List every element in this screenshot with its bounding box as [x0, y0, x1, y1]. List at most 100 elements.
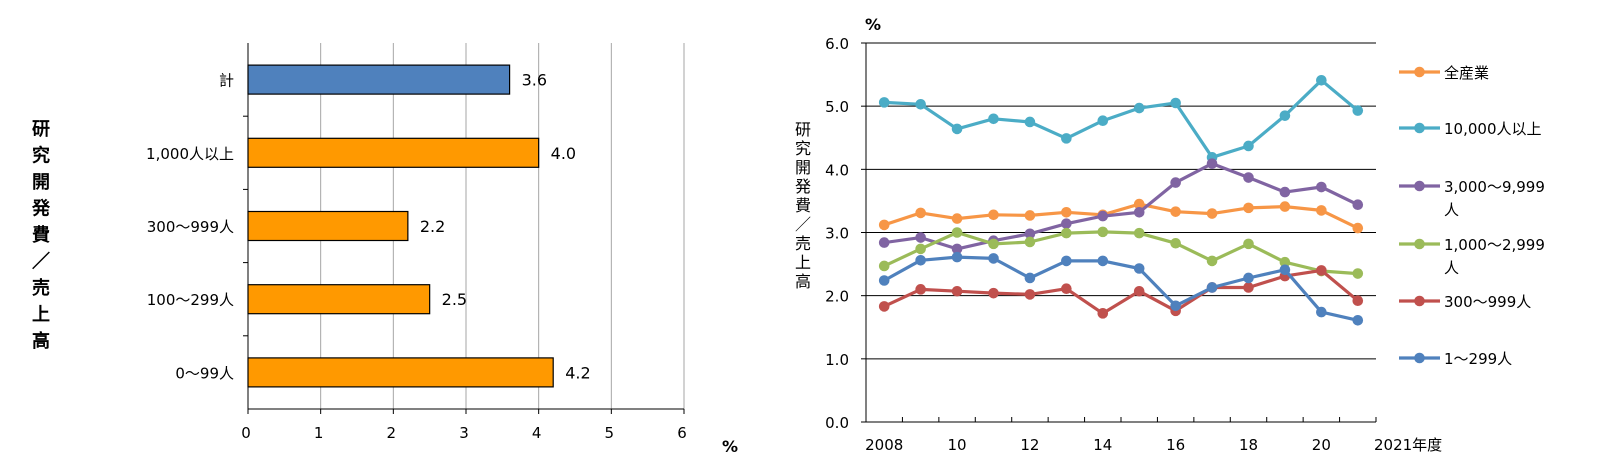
data-point — [1170, 237, 1181, 249]
data-point — [1024, 289, 1036, 300]
data-point — [1133, 206, 1145, 218]
series-line — [883, 230, 1358, 276]
data-point — [915, 207, 926, 219]
data-point — [915, 98, 926, 110]
data-point — [1024, 210, 1036, 221]
data-point — [951, 251, 963, 263]
line-series — [878, 251, 1364, 326]
data-point — [1097, 210, 1109, 222]
data-point — [1061, 206, 1072, 218]
legend-label: 全産業 — [1444, 64, 1489, 82]
series-line — [883, 202, 1359, 230]
line-x-tick-label: 18 — [1239, 436, 1258, 454]
bar-x-unit: % — [722, 437, 738, 456]
legend-item: 10,000人以上 — [1399, 120, 1542, 138]
line-y-tick-label: 0.0 — [825, 414, 849, 432]
data-point — [1316, 205, 1327, 216]
data-point — [1352, 295, 1364, 307]
line-x-tick-label: 14 — [1093, 436, 1112, 454]
data-point — [878, 219, 890, 231]
data-point — [915, 284, 926, 295]
data-point — [1133, 198, 1145, 210]
data-point — [1206, 255, 1218, 267]
line-axes — [861, 42, 1377, 423]
data-point — [1352, 199, 1364, 211]
data-point — [915, 232, 926, 243]
bar — [247, 284, 431, 315]
bar-series — [247, 64, 554, 388]
data-point — [1024, 236, 1036, 248]
bar-x-tick-label: 5 — [605, 424, 615, 442]
bar-y-axis-label: 研究開発費／売上高 — [31, 119, 51, 352]
data-point — [878, 260, 890, 272]
data-point — [1316, 181, 1327, 193]
line-y-tick-label: 6.0 — [825, 35, 849, 53]
bar-category-label: 0～99人 — [175, 364, 234, 382]
line-y-tick-label: 5.0 — [825, 98, 849, 116]
data-point — [1206, 282, 1218, 293]
data-point — [1061, 218, 1072, 229]
bar — [247, 64, 511, 95]
data-point — [1352, 105, 1364, 116]
line-series — [878, 198, 1364, 234]
data-point — [1279, 110, 1291, 121]
data-point — [988, 209, 999, 221]
data-point — [1316, 265, 1327, 276]
line-x-tick-labels: 2008 10 12 14 16 18 20 2021年度 — [865, 436, 1442, 454]
line-x-tick-label: 2008 — [865, 436, 903, 454]
bar-x-tick-label: 0 — [241, 424, 251, 442]
bar — [247, 357, 554, 388]
data-point — [1024, 272, 1036, 284]
bar-category-label: 計 — [219, 72, 234, 90]
line-x-tick-label: 16 — [1166, 436, 1185, 454]
line-legend: 全産業 10,000人以上 3,000～9,999 人 1,000～2,999 人 300～… — [1399, 64, 1545, 368]
data-point — [915, 243, 926, 255]
data-point — [1243, 172, 1254, 183]
data-point — [1097, 308, 1109, 319]
data-point — [1352, 315, 1364, 326]
data-point — [1243, 272, 1254, 284]
data-point — [878, 237, 890, 248]
data-point — [1170, 177, 1181, 188]
line-x-tick-label: 2021年度 — [1374, 436, 1442, 454]
data-point — [1316, 306, 1327, 318]
bar-gridlines — [320, 43, 685, 409]
bar-x-tick-labels: 0 1 2 3 4 5 6 — [241, 424, 687, 442]
legend-label: 1～299人 — [1444, 350, 1512, 368]
line-y-tick-label: 1.0 — [825, 351, 849, 369]
legend-swatch-marker — [1414, 66, 1425, 78]
bar-data-label: 4.0 — [551, 144, 576, 163]
legend-swatch-marker — [1414, 295, 1425, 307]
legend-label: 1,000～2,999 人 — [1444, 236, 1545, 277]
data-point — [1133, 102, 1145, 114]
data-point — [1133, 285, 1145, 297]
data-point — [1061, 133, 1072, 144]
data-point — [1352, 222, 1364, 234]
series-line — [883, 162, 1359, 251]
line-x-tick-label: 20 — [1312, 436, 1331, 454]
data-point — [951, 227, 963, 238]
data-point — [1170, 300, 1181, 312]
line-series — [878, 74, 1364, 163]
data-point — [951, 243, 963, 255]
legend-label: 300～999人 — [1444, 293, 1531, 311]
data-point — [1097, 226, 1109, 238]
data-point — [1243, 202, 1254, 214]
bar-chart: 研究開発費／売上高 計 1,000人以上 300～999人 100～299人 0～99人… — [31, 43, 738, 456]
data-point — [1206, 158, 1218, 169]
legend-swatch-marker — [1414, 180, 1425, 192]
data-point — [1133, 227, 1145, 239]
series-line — [884, 78, 1359, 159]
legend-item: 1～299人 — [1399, 350, 1512, 368]
bar-category-label: 100～299人 — [147, 291, 234, 309]
data-point — [951, 213, 963, 224]
bar-x-tick-label: 6 — [677, 424, 687, 442]
line-series — [878, 265, 1364, 319]
data-point — [1061, 255, 1072, 267]
data-point — [1243, 140, 1254, 152]
line-x-tick-label: 10 — [948, 436, 967, 454]
data-point — [1243, 282, 1254, 293]
data-point — [915, 254, 926, 266]
data-point — [1206, 208, 1218, 219]
